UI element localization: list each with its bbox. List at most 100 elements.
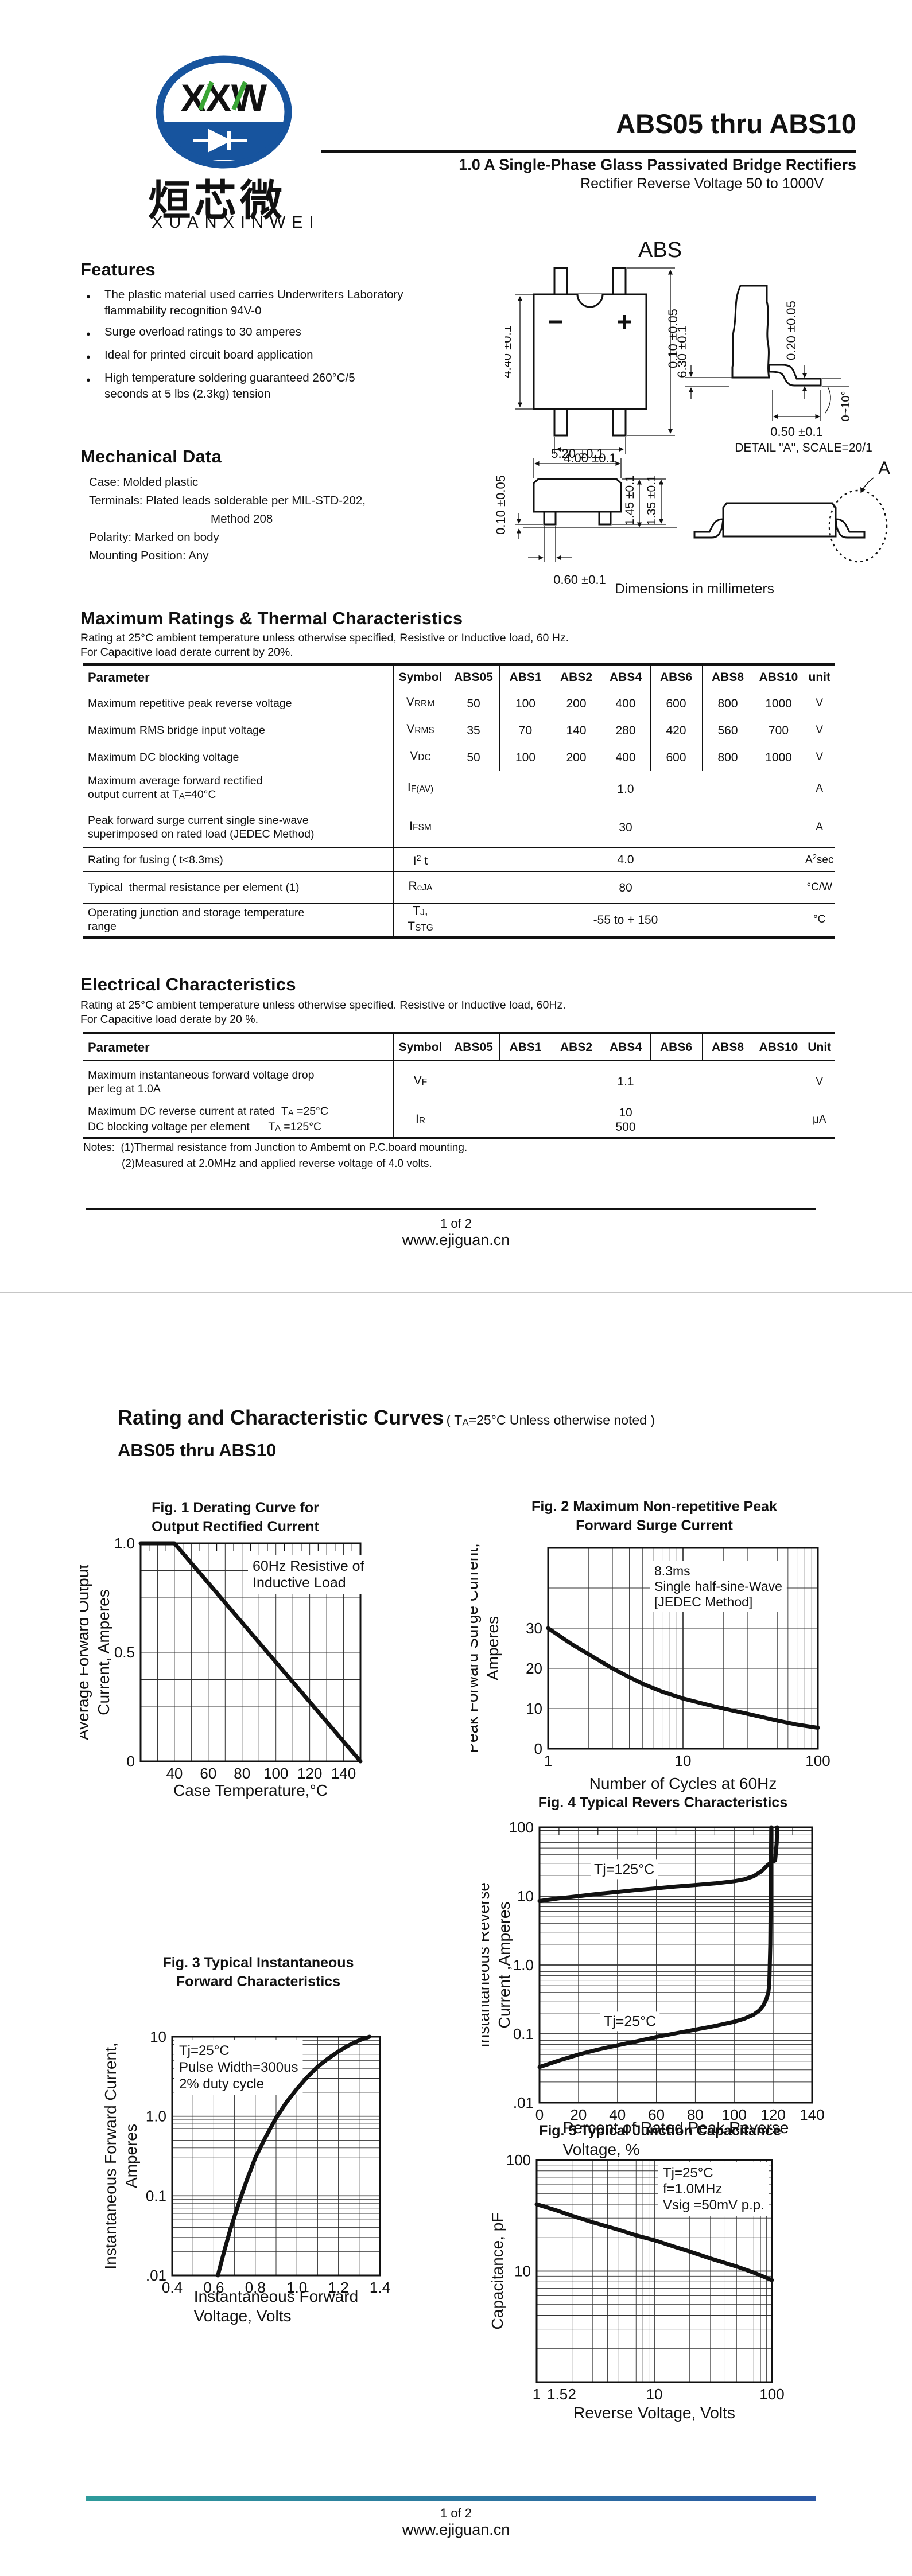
mechanical-line: Terminals: Plated leads solderable per M… (89, 494, 366, 507)
mechanical-title: Mechanical Data (80, 446, 222, 466)
feature-item: ● Surge overload ratings to 30 amperes (86, 324, 511, 342)
forward-characteristic (216, 2034, 372, 2278)
unit-cell: A (803, 771, 835, 807)
fig5-title: Fig. 5 Typical Junction Capacitance (539, 2123, 781, 2139)
x-tick-label: 60 (200, 1765, 216, 1782)
column-header: ABS4 (600, 1033, 651, 1061)
table-row: Typical thermal resistance per element (… (83, 871, 835, 904)
dim-foot-length: 0.50 ±0.1 (770, 425, 823, 439)
column-header: ABS05 (447, 664, 500, 690)
derating-curve (138, 1541, 363, 1764)
value-span-cell: 30 (447, 807, 804, 848)
column-header: Unit (803, 1033, 835, 1061)
detail-a-ellipse (828, 489, 888, 563)
x-axis-label: Reverse Voltage, Volts (573, 2404, 735, 2422)
curves-heading: Rating and Characteristic Curves ( TA=25… (118, 1406, 864, 1430)
table-row: Peak forward surge current single sine-w… (83, 807, 835, 848)
feature-text: High temperature soldering guaranteed 26… (104, 371, 355, 400)
max-ratings-table-wrap: Parameter Symbol ABS05 ABS1 ABS2 ABS4 ABS6 ABS8… (83, 663, 835, 939)
value-cell: 280 (600, 717, 651, 744)
logo-pinyin: XUANXINWEI (152, 213, 320, 232)
x-tick-label: 100 (805, 1752, 830, 1769)
bullet-icon: ● (86, 329, 91, 338)
value-cell: 800 (701, 690, 754, 717)
x-tick-label: 40 (166, 1765, 183, 1782)
unit-cell: A2sec (803, 847, 835, 872)
svg-text:Tj=125°C: Tj=125°C (594, 1861, 654, 1877)
svg-text:Inductive Load: Inductive Load (253, 1575, 346, 1591)
x-tick-label: 1.2 (328, 2279, 349, 2296)
features-list: ● The plastic material used carries Under… (86, 287, 511, 407)
fig1-chart: 40 60 80 100 120 140 0 0.5 1.0 Case Temperature,°… (80, 1536, 369, 1799)
logo-green-accent (198, 81, 214, 111)
x-tick-label: 80 (234, 1765, 250, 1782)
dim-lead-span: 4.00 ±0.1 (564, 451, 616, 463)
detail-a-label: A (878, 458, 891, 478)
symbol-cell: TJ, TSTG (393, 902, 448, 938)
value-cell: 400 (600, 690, 651, 717)
x-tick-label: 0 (535, 2106, 544, 2123)
column-header: ABS6 (650, 1033, 703, 1061)
value-cell: 700 (753, 717, 804, 744)
x-tick-label: 10 (646, 2386, 663, 2403)
x-tick-label: 10 (675, 1752, 692, 1769)
electrical-table: Parameter Symbol ABS05 ABS1 ABS2 ABS4 ABS6 ABS8… (83, 1032, 835, 1140)
x-axis-label: Voltage, % (563, 2141, 640, 2158)
value-span-cell: 10 500 (447, 1102, 804, 1139)
svg-text:Tj=25°C: Tj=25°C (663, 2165, 713, 2181)
unit-cell: μA (803, 1102, 835, 1139)
electrical-table-wrap: Parameter Symbol ABS05 ABS1 ABS2 ABS4 ABS6 ABS8… (83, 1032, 835, 1140)
dim-lead-thickness: 0.20 ±0.05 (784, 301, 798, 360)
package-front-view-diagram: 4.40 ±0.1 6.30 ±0.1 4.00 ±0.1 (505, 267, 689, 463)
y-axis-label: Current ,Amperes (495, 1902, 513, 2029)
page-title: ABS05 thru ABS10 (616, 108, 856, 139)
curves-heading-note: ( TA=25°C Unless otherwise noted ) (446, 1412, 655, 1428)
y-axis-label: Amperes (122, 2124, 140, 2188)
fig4-title: Fig. 4 Typical Revers Characteristics (538, 1795, 788, 1811)
symbol-cell: I2 t (393, 847, 448, 872)
x-tick-label: 1 (544, 1752, 552, 1769)
plot-border (171, 2036, 381, 2277)
parameter-cell: Operating junction and storage temperatu… (83, 902, 394, 938)
svg-text:2% duty cycle: 2% duty cycle (179, 2076, 264, 2092)
plot-border (538, 1826, 813, 2104)
gridlines (540, 1827, 812, 2103)
svg-text:Tj=25°C: Tj=25°C (604, 2013, 656, 2029)
mechanical-line: Mounting Position: Any (89, 549, 209, 562)
fig3-title: Fig. 3 Typical Instantaneous Forward Char… (162, 1955, 354, 1990)
column-header: Parameter (83, 664, 394, 690)
x-tick-label: 120 (297, 1765, 322, 1782)
page2-website: www.ejiguan.cn (402, 2521, 510, 2538)
x-tick-label: 80 (687, 2106, 704, 2123)
features-title: Features (80, 259, 156, 279)
electrical-title: Electrical Characteristics (80, 974, 296, 994)
dimensions-caption: Dimensions in millimeters (615, 581, 774, 597)
electrical-note2: For Capacitive load derate by 20 %. (80, 1013, 259, 1026)
package-name: ABS (638, 238, 682, 262)
notes-line-1: Notes: (1)Thermal resistance from Juncti… (83, 1142, 468, 1154)
x-tick-label: 140 (331, 1765, 356, 1782)
y-axis-label: Amperes (484, 1616, 502, 1680)
value-cell: 400 (600, 744, 651, 771)
symbol-cell: ReJA (393, 871, 448, 904)
fig4-chart: 0 20 40 60 80 100 120 140 100 10 1.0 0.1 .01 Percent … (482, 1819, 825, 2158)
svg-text:Pulse Width=300us: Pulse Width=300us (179, 2060, 298, 2075)
x-tick-label: 120 (760, 2106, 785, 2123)
x-tick-label: 40 (609, 2106, 626, 2123)
dim-total-height: 6.30 ±0.1 (675, 325, 689, 378)
fig1-title: Fig. 1 Derating Curve for Output Rectifie… (152, 1500, 319, 1535)
x-axis-label: Instantaneous Forward (194, 2287, 358, 2305)
dim-lead-width: 0.60 ±0.1 (553, 573, 606, 587)
parameter-cell: Maximum instantaneous forward voltage dr… (83, 1060, 394, 1103)
tj-125c (537, 1825, 779, 1903)
unit-cell: V (803, 744, 835, 771)
y-tick-label: .01 (146, 2267, 166, 2284)
x-axis-label: Voltage, Volts (194, 2307, 292, 2325)
value-span-cell: 1.0 (447, 771, 804, 807)
bullet-icon: ● (86, 352, 91, 361)
y-tick-label: 0.1 (146, 2187, 166, 2204)
parameter-cell: Maximum repetitive peak reverse voltage (83, 690, 394, 717)
